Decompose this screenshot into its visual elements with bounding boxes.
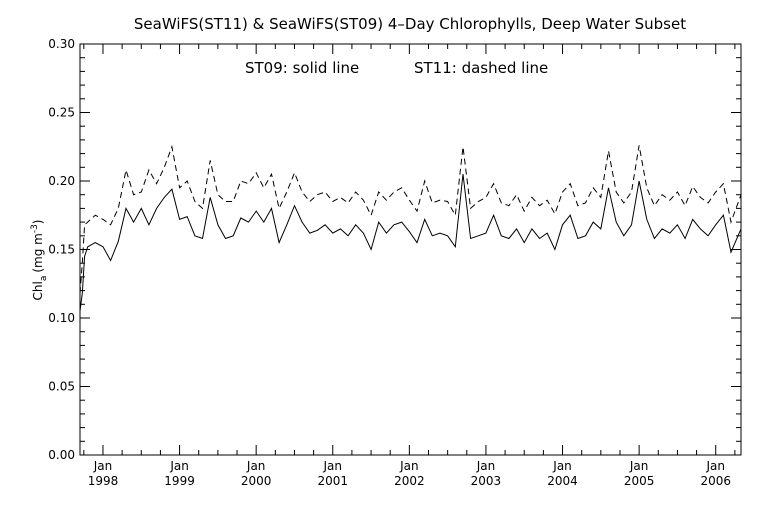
data-series — [79, 144, 742, 312]
x-tick-year: 2003 — [471, 474, 502, 488]
y-tick-label: 0.25 — [48, 106, 75, 120]
x-tick-year: 2000 — [241, 474, 272, 488]
legend-dashed-annotation: ST11: dashed line — [414, 59, 548, 77]
y-tick-label: 0.05 — [48, 380, 75, 394]
x-tick-month: Jan — [399, 459, 419, 473]
x-tick-month: Jan — [323, 459, 343, 473]
x-tick-year: 2004 — [547, 474, 578, 488]
y-tick-label: 0.00 — [48, 448, 75, 462]
x-tick-year: 2002 — [394, 474, 425, 488]
x-tick-year: 2001 — [317, 474, 348, 488]
x-tick-year: 1999 — [164, 474, 195, 488]
x-tick-month: Jan — [629, 459, 649, 473]
x-tick-month: Jan — [246, 459, 266, 473]
y-tick-label: 0.15 — [48, 243, 75, 257]
x-tick-year: 1998 — [88, 474, 119, 488]
x-tick-year: 2005 — [624, 474, 655, 488]
x-tick-year: 2006 — [700, 474, 731, 488]
y-tick-label: 0.10 — [48, 311, 75, 325]
legend-solid-annotation: ST09: solid line — [245, 59, 359, 77]
x-tick-month: Jan — [705, 459, 725, 473]
x-tick-month: Jan — [169, 459, 189, 473]
series-line-st09 — [79, 174, 742, 312]
x-tick-month: Jan — [476, 459, 496, 473]
plot-frame — [79, 43, 742, 456]
x-tick-month: Jan — [93, 459, 113, 473]
y-tick-label: 0.20 — [48, 174, 75, 188]
y-tick-label: 0.30 — [48, 37, 75, 51]
series-line-st11 — [79, 144, 742, 294]
x-tick-month: Jan — [552, 459, 572, 473]
y-axis-label: Chla(mg m-3) — [30, 219, 49, 300]
axis-ticks: 0.000.050.100.150.200.250.30Jan1998Jan19… — [48, 37, 741, 488]
chart-title: SeaWiFS(ST11) & SeaWiFS(ST09) 4–Day Chlo… — [134, 15, 686, 33]
